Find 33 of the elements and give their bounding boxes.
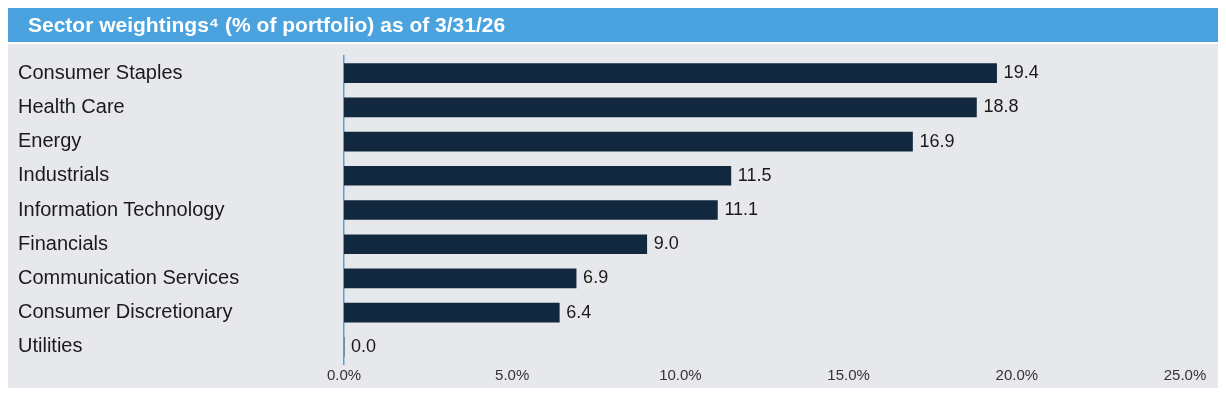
y-tick-label: Health Care bbox=[18, 94, 125, 117]
data-label: 9.0 bbox=[653, 233, 679, 254]
bar bbox=[344, 234, 648, 255]
x-tick-label: 20.0% bbox=[995, 366, 1039, 384]
bar bbox=[344, 165, 732, 186]
bar bbox=[344, 268, 577, 289]
x-tick-label: 5.0% bbox=[495, 366, 530, 384]
data-label: 11.1 bbox=[724, 198, 759, 219]
data-label: 19.4 bbox=[1003, 62, 1039, 83]
x-tick-label: 10.0% bbox=[659, 366, 702, 384]
chart-title: Sector weightings⁴ (% of portfolio) as of 3/31/26 bbox=[8, 8, 1218, 42]
y-tick-label: Industrials bbox=[18, 163, 110, 186]
y-tick-label: Consumer Discretionary bbox=[18, 300, 233, 323]
bar bbox=[344, 302, 560, 323]
y-tick-label: Information Technology bbox=[18, 197, 225, 220]
data-label: 16.9 bbox=[919, 130, 955, 151]
y-tick-label: Energy bbox=[18, 129, 82, 152]
y-tick-label: Utilities bbox=[18, 334, 83, 357]
data-label: 18.8 bbox=[983, 96, 1019, 117]
y-tick-label: Financials bbox=[18, 231, 109, 254]
x-tick-label: 15.0% bbox=[827, 366, 870, 384]
data-label: 6.4 bbox=[566, 301, 592, 322]
bar bbox=[344, 63, 997, 83]
data-label: 11.5 bbox=[737, 164, 772, 185]
bar bbox=[344, 200, 718, 220]
y-tick-label: Communication Services bbox=[18, 265, 240, 288]
bar bbox=[344, 131, 913, 152]
x-tick-label: 0.0% bbox=[326, 366, 362, 384]
bar bbox=[344, 97, 977, 118]
y-tick-label: Consumer Staples bbox=[18, 60, 183, 83]
data-label: 0.0 bbox=[351, 335, 377, 356]
data-label: 6.9 bbox=[583, 267, 609, 288]
x-tick-label: 25.0% bbox=[1163, 366, 1207, 384]
